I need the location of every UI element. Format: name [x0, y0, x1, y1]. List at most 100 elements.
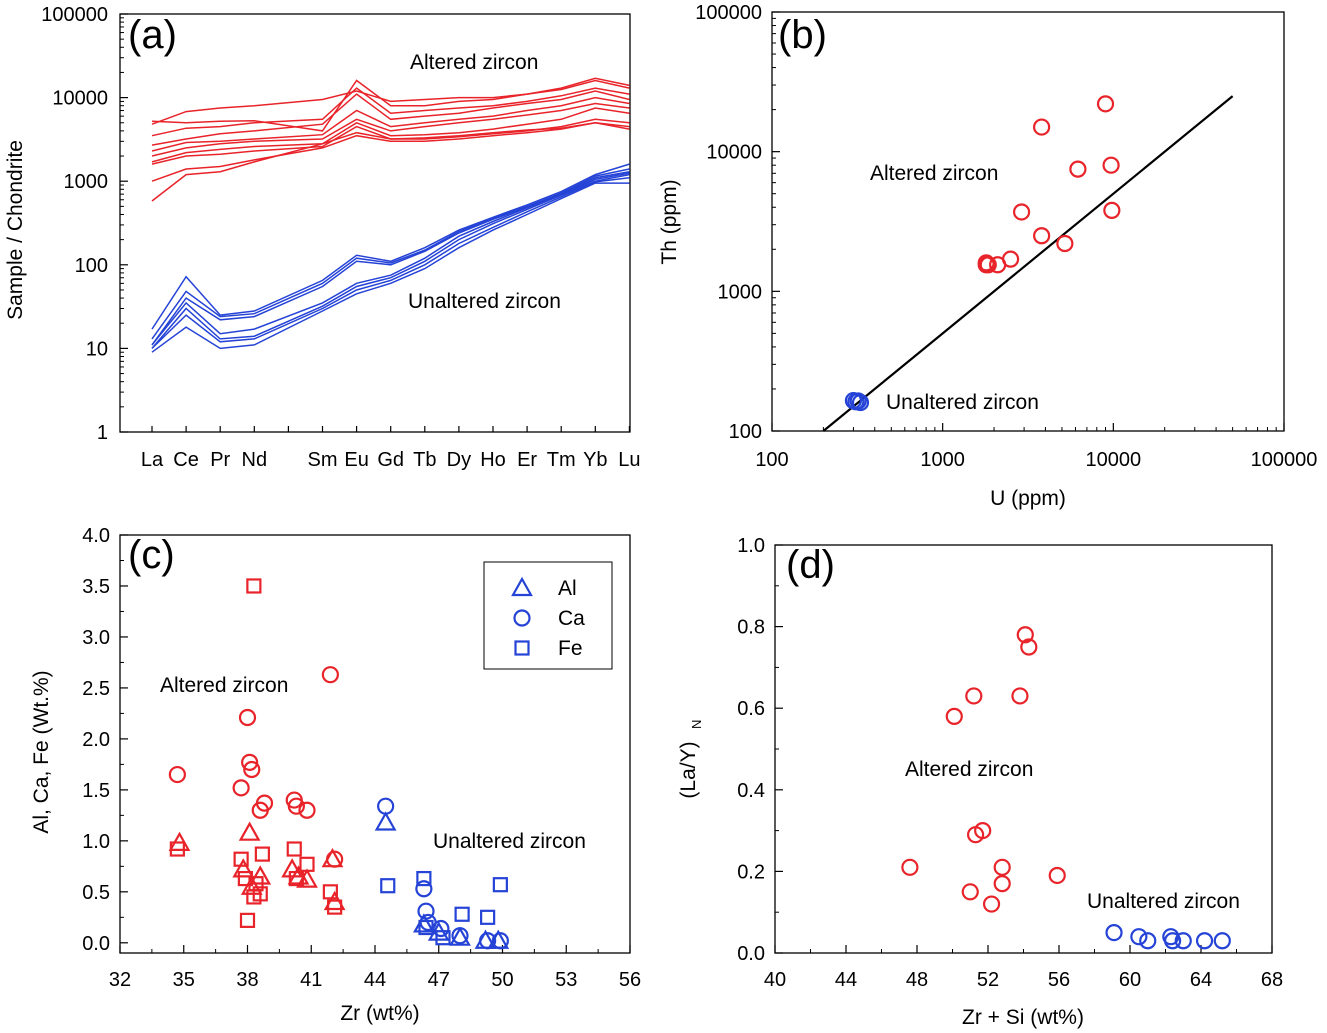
altered-point	[1056, 234, 1074, 253]
legend-label-ca: Ca	[558, 607, 585, 630]
unaltered-fe-point	[454, 906, 470, 922]
unaltered-fe-point	[480, 909, 496, 925]
x-tick-label: Pr	[210, 449, 230, 471]
x-tick-label: 56	[1048, 969, 1070, 991]
altered-point	[1102, 156, 1120, 174]
x-tick-label: 40	[764, 969, 786, 991]
altered-ree-line-9	[151, 122, 630, 202]
altered-point	[965, 687, 983, 705]
altered-fe-point	[246, 578, 262, 594]
unaltered-point	[1174, 932, 1192, 950]
panel-a-annotation-unaltered: Unaltered zircon	[408, 290, 561, 313]
x-tick-label: 100	[755, 449, 788, 471]
altered-point	[993, 875, 1011, 893]
legend-marker-circle	[513, 609, 531, 627]
x-tick-label: Er	[517, 449, 537, 471]
panel-b-ylabel: Th (ppm)	[658, 179, 681, 264]
altered-point	[1033, 227, 1051, 245]
unaltered-point	[1195, 932, 1214, 950]
altered-fe-point	[254, 846, 270, 862]
panel-b: (b) Th (ppm) U (ppm) Altered zircon Unal…	[658, 2, 1317, 510]
altered-al-point	[238, 821, 261, 841]
panel-d-xlabel: Zr + Si (wt%)	[962, 1006, 1084, 1029]
panel-c-label: (c)	[128, 533, 175, 577]
panel-d-ylabel: (La/Y)	[677, 741, 700, 798]
altered-al-point	[281, 858, 304, 878]
x-tick-label: 48	[906, 969, 928, 991]
panel-c-legend: Al Ca Fe	[483, 561, 613, 670]
panel-d-annotation-unaltered: Unaltered zircon	[1087, 890, 1240, 913]
altered-al-point	[249, 865, 272, 885]
x-tick-label: 53	[555, 969, 577, 991]
unaltered-ree-line-14	[151, 173, 630, 349]
unaltered-point	[851, 393, 870, 412]
legend-marker-triangle	[511, 576, 533, 597]
altered-fe-point	[322, 884, 338, 900]
panel-d-annotation-altered: Altered zircon	[905, 758, 1033, 781]
panel-c-annotation-unaltered: Unaltered zircon	[433, 830, 586, 853]
unaltered-ree-line-11	[151, 168, 630, 340]
altered-fe-point	[233, 851, 249, 867]
altered-point	[1069, 160, 1087, 178]
altered-fe-point	[299, 856, 315, 872]
legend-marker-square	[514, 640, 530, 656]
panel-d-ylabel-subscript: N	[689, 720, 704, 729]
y-tick-label: 100	[75, 255, 108, 277]
altered-ca-point	[298, 801, 316, 819]
panel-a-ylabel: Sample / Chondrite	[4, 140, 27, 320]
x-tick-label: 64	[1190, 969, 1212, 991]
altered-ca-point	[321, 666, 339, 684]
unaltered-ca-point	[415, 880, 433, 898]
x-tick-label: Ce	[173, 449, 199, 471]
altered-ca-point	[243, 760, 261, 779]
unaltered-point	[1105, 923, 1123, 942]
y-tick-label: 100	[729, 421, 762, 443]
y-tick-label: 0.4	[737, 780, 765, 802]
altered-point	[1096, 95, 1115, 113]
unaltered-point	[1213, 932, 1231, 950]
altered-fe-point	[248, 876, 264, 892]
legend-label-fe: Fe	[558, 637, 583, 660]
x-tick-label: Gd	[377, 449, 404, 471]
y-tick-label: 10000	[706, 142, 762, 164]
x-tick-label: 38	[236, 969, 258, 991]
panel-b-xlabel: U (ppm)	[990, 487, 1066, 510]
y-tick-label: 1.5	[82, 780, 110, 802]
x-tick-label: Tm	[547, 449, 576, 471]
altered-fe-point	[288, 870, 304, 887]
unaltered-fe-point	[435, 930, 451, 946]
panel-c: (c) Al, Ca, Fe (Wt.%) Zr (wt%) Altered z…	[30, 525, 641, 1025]
altered-ca-point	[287, 797, 305, 815]
panel-c-ylabel: Al, Ca, Fe (Wt.%)	[30, 670, 53, 833]
panel-a-frame	[119, 13, 631, 433]
altered-ree-line-4	[151, 96, 630, 152]
x-tick-label: 1000	[920, 449, 965, 471]
x-tick-label: Eu	[344, 449, 368, 471]
altered-fe-point	[327, 899, 343, 915]
altered-fe-point	[237, 870, 253, 887]
x-tick-label: 100000	[1251, 449, 1318, 471]
unaltered-ree-line-10	[151, 163, 630, 330]
x-tick-label: Lu	[618, 449, 640, 471]
altered-point	[945, 707, 963, 725]
x-tick-label: 68	[1261, 969, 1283, 991]
altered-point	[1016, 626, 1034, 644]
y-tick-label: 1.0	[737, 535, 765, 557]
altered-point	[1103, 201, 1121, 219]
y-tick-label: 4.0	[82, 525, 110, 547]
altered-fe-point	[252, 886, 268, 902]
altered-ree-line-8	[151, 122, 630, 182]
x-tick-label: Dy	[447, 449, 471, 471]
altered-fe-point	[239, 912, 256, 928]
altered-point	[1012, 203, 1031, 221]
x-tick-label: 47	[428, 969, 450, 991]
x-tick-label: Sm	[308, 449, 338, 471]
panel-d: (d) (La/Y) N Zr + Si (wt%) Altered zirco…	[677, 535, 1283, 1029]
unaltered-fe-point	[492, 877, 508, 893]
x-tick-label: 52	[977, 969, 999, 991]
unaltered-ree-line-15	[151, 176, 630, 349]
panel-c-xlabel: Zr (wt%)	[340, 1002, 419, 1025]
x-tick-label: 41	[300, 969, 322, 991]
